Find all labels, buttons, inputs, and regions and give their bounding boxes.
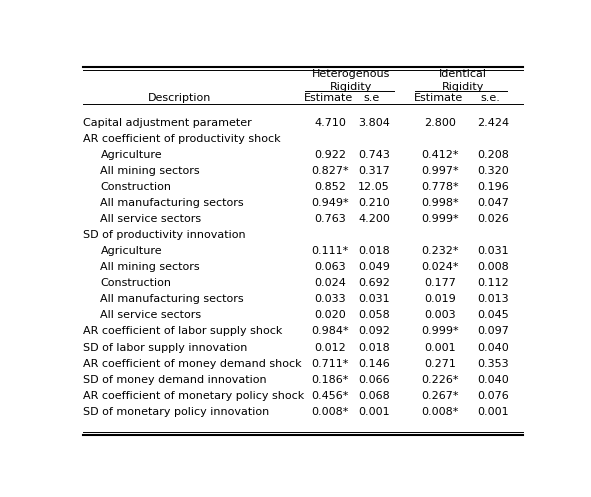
Text: 0.001: 0.001 [424,342,456,352]
Text: 0.040: 0.040 [477,375,509,385]
Text: AR coefficient of labor supply shock: AR coefficient of labor supply shock [83,327,282,336]
Text: 0.226*: 0.226* [421,375,459,385]
Text: 0.711*: 0.711* [311,358,349,369]
Text: Identical
Rigidity: Identical Rigidity [439,69,487,92]
Text: 0.984*: 0.984* [311,327,349,336]
Text: 0.049: 0.049 [358,262,390,272]
Text: Construction: Construction [100,278,171,288]
Text: 0.018: 0.018 [358,247,389,256]
Text: 0.092: 0.092 [358,327,390,336]
Text: 0.031: 0.031 [358,294,389,304]
Text: SD of monetary policy innovation: SD of monetary policy innovation [83,407,269,416]
Text: 0.267*: 0.267* [421,391,459,401]
Text: 0.827*: 0.827* [311,166,349,176]
Text: Estimate: Estimate [303,93,353,103]
Text: 2.800: 2.800 [424,118,456,128]
Text: 0.031: 0.031 [477,247,509,256]
Text: Heterogenous
Rigidity: Heterogenous Rigidity [312,69,390,92]
Text: 0.076: 0.076 [477,391,509,401]
Text: Capital adjustment parameter: Capital adjustment parameter [83,118,252,128]
Text: 4.710: 4.710 [314,118,346,128]
Text: SD of money demand innovation: SD of money demand innovation [83,375,267,385]
Text: 0.008*: 0.008* [421,407,459,416]
Text: All service sectors: All service sectors [100,311,202,321]
Text: 0.320: 0.320 [477,166,509,176]
Text: 0.743: 0.743 [358,150,390,160]
Text: SD of labor supply innovation: SD of labor supply innovation [83,342,248,352]
Text: 0.112: 0.112 [477,278,509,288]
Text: 0.040: 0.040 [477,342,509,352]
Text: Estimate: Estimate [413,93,463,103]
Text: 0.001: 0.001 [477,407,509,416]
Text: 0.066: 0.066 [358,375,389,385]
Text: 0.012: 0.012 [314,342,346,352]
Text: 0.271: 0.271 [424,358,456,369]
Text: All mining sectors: All mining sectors [100,166,200,176]
Text: Construction: Construction [100,182,171,192]
Text: 0.186*: 0.186* [311,375,349,385]
Text: 0.058: 0.058 [358,311,389,321]
Text: s.e.: s.e. [480,93,501,103]
Text: 0.999*: 0.999* [421,214,459,224]
Text: 0.024: 0.024 [314,278,346,288]
Text: 0.097: 0.097 [477,327,509,336]
Text: 4.200: 4.200 [358,214,390,224]
Text: 0.353: 0.353 [477,358,509,369]
Text: 0.019: 0.019 [424,294,456,304]
Text: 0.922: 0.922 [314,150,346,160]
Text: All mining sectors: All mining sectors [100,262,200,272]
Text: 0.146: 0.146 [358,358,389,369]
Text: 0.210: 0.210 [358,198,389,208]
Text: 0.997*: 0.997* [421,166,459,176]
Text: Description: Description [148,93,211,103]
Text: 0.778*: 0.778* [421,182,459,192]
Text: 0.047: 0.047 [477,198,509,208]
Text: All manufacturing sectors: All manufacturing sectors [100,198,244,208]
Text: 0.456*: 0.456* [311,391,349,401]
Text: 0.045: 0.045 [477,311,509,321]
Text: 0.018: 0.018 [358,342,389,352]
Text: SD of productivity innovation: SD of productivity innovation [83,230,246,240]
Text: 0.008: 0.008 [477,262,509,272]
Text: 0.177: 0.177 [424,278,456,288]
Text: s.e: s.e [363,93,379,103]
Text: 0.999*: 0.999* [421,327,459,336]
Text: 3.804: 3.804 [358,118,390,128]
Text: 0.063: 0.063 [314,262,346,272]
Text: AR coefficient of productivity shock: AR coefficient of productivity shock [83,134,281,144]
Text: 0.020: 0.020 [314,311,346,321]
Text: 0.232*: 0.232* [421,247,459,256]
Text: 0.692: 0.692 [358,278,390,288]
Text: All manufacturing sectors: All manufacturing sectors [100,294,244,304]
Text: Agriculture: Agriculture [100,247,162,256]
Text: 2.424: 2.424 [477,118,509,128]
Text: 12.05: 12.05 [358,182,389,192]
Text: Agriculture: Agriculture [100,150,162,160]
Text: 0.317: 0.317 [358,166,389,176]
Text: 0.008*: 0.008* [311,407,349,416]
Text: AR coefficient of monetary policy shock: AR coefficient of monetary policy shock [83,391,304,401]
Text: 0.852: 0.852 [314,182,346,192]
Text: AR coefficient of money demand shock: AR coefficient of money demand shock [83,358,301,369]
Text: 0.033: 0.033 [314,294,346,304]
Text: 0.026: 0.026 [477,214,509,224]
Text: 0.949*: 0.949* [311,198,349,208]
Text: 0.196: 0.196 [477,182,509,192]
Text: 0.998*: 0.998* [421,198,459,208]
Text: 0.068: 0.068 [358,391,389,401]
Text: 0.208: 0.208 [477,150,509,160]
Text: 0.412*: 0.412* [421,150,459,160]
Text: 0.763: 0.763 [314,214,346,224]
Text: All service sectors: All service sectors [100,214,202,224]
Text: 0.003: 0.003 [424,311,456,321]
Text: 0.001: 0.001 [358,407,389,416]
Text: 0.024*: 0.024* [421,262,459,272]
Text: 0.111*: 0.111* [311,247,349,256]
Text: 0.013: 0.013 [477,294,509,304]
